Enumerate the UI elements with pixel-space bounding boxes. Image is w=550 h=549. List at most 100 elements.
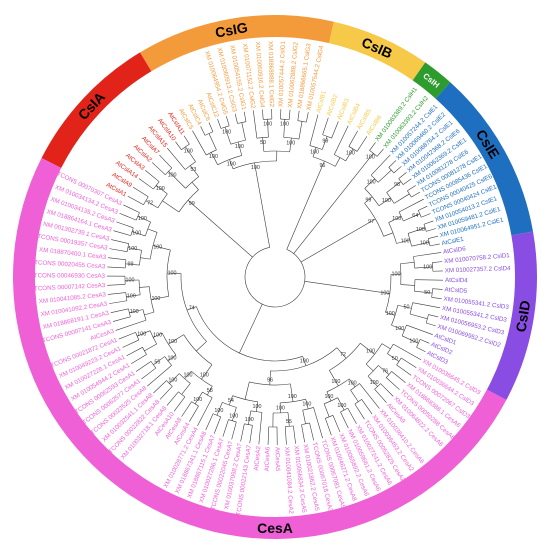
leaf-label: TCONS 00020455 CesA3 bbox=[34, 259, 106, 270]
branch bbox=[168, 171, 186, 189]
branch bbox=[147, 228, 158, 233]
branch bbox=[196, 306, 303, 362]
leaf-label: AtCslD6 bbox=[443, 245, 467, 255]
bootstrap-value: 100 bbox=[348, 380, 357, 386]
branch bbox=[167, 147, 186, 170]
branch bbox=[391, 371, 406, 383]
branch bbox=[305, 399, 309, 409]
bootstrap-value: 54 bbox=[228, 398, 234, 404]
branch bbox=[356, 136, 368, 152]
branch bbox=[185, 146, 196, 162]
branch bbox=[222, 419, 229, 437]
bootstrap-value: 100 bbox=[128, 246, 137, 252]
branch bbox=[254, 162, 270, 248]
branch bbox=[122, 339, 139, 348]
branch bbox=[401, 324, 407, 336]
bootstrap-value: 100 bbox=[138, 216, 147, 222]
branch bbox=[267, 426, 270, 445]
bootstrap-value: 100 bbox=[184, 148, 193, 154]
bootstrap-value: 100 bbox=[168, 271, 177, 277]
branch bbox=[313, 407, 323, 439]
branch bbox=[222, 402, 237, 408]
branch bbox=[118, 332, 136, 340]
leaf-label: AtCesA2 bbox=[253, 445, 262, 471]
branch bbox=[298, 121, 303, 140]
branch bbox=[119, 213, 137, 221]
branch bbox=[406, 324, 433, 335]
branch bbox=[269, 370, 271, 385]
leaf-label: XM 010057444.2 CslG1 bbox=[278, 40, 287, 107]
branch bbox=[383, 232, 394, 237]
bootstrap-value: 74 bbox=[189, 306, 195, 312]
branch bbox=[201, 364, 213, 380]
bootstrap-value: 100 bbox=[423, 265, 432, 271]
branch bbox=[428, 235, 439, 239]
bootstrap-value: 99 bbox=[365, 197, 371, 203]
branch bbox=[416, 347, 426, 353]
branch bbox=[397, 304, 412, 309]
branch bbox=[123, 204, 140, 213]
branch bbox=[431, 297, 442, 299]
branch bbox=[337, 397, 345, 411]
branch bbox=[132, 186, 149, 198]
branch bbox=[393, 166, 402, 174]
branch bbox=[208, 122, 214, 132]
branch bbox=[283, 119, 286, 138]
branch bbox=[376, 148, 384, 157]
branch bbox=[137, 330, 151, 337]
branch bbox=[144, 311, 155, 316]
branch bbox=[110, 308, 129, 313]
branch bbox=[412, 302, 441, 309]
bootstrap-value: 100 bbox=[153, 244, 162, 250]
branch bbox=[140, 257, 151, 260]
branch bbox=[127, 247, 142, 251]
bootstrap-value: 100 bbox=[288, 394, 297, 400]
branch bbox=[407, 190, 412, 198]
branch bbox=[396, 357, 402, 366]
branch bbox=[345, 148, 354, 161]
bootstrap-value: 100 bbox=[227, 162, 236, 168]
bootstrap-value: 72 bbox=[340, 352, 346, 358]
leaf-label: AtCesA5 bbox=[274, 447, 281, 472]
bootstrap-value: 50 bbox=[392, 356, 398, 362]
bootstrap-value: 100 bbox=[324, 394, 333, 400]
branch bbox=[167, 354, 177, 362]
branch bbox=[378, 365, 390, 375]
leaf-label: AtCslD5 bbox=[444, 286, 468, 295]
branch bbox=[230, 139, 246, 145]
bootstrap-value: 58 bbox=[207, 388, 213, 394]
bootstrap-value: 100 bbox=[409, 339, 418, 345]
bootstrap-value: 100 bbox=[300, 358, 309, 364]
branch bbox=[175, 141, 182, 150]
bootstrap-value: 50 bbox=[404, 305, 410, 311]
bootstrap-value: 100 bbox=[168, 172, 177, 178]
branch bbox=[421, 213, 431, 218]
branch bbox=[350, 389, 359, 402]
branch bbox=[165, 167, 173, 175]
branch bbox=[369, 150, 378, 157]
branch bbox=[393, 343, 422, 361]
leaf-label: XM 010060916.2 CslG4 bbox=[254, 41, 266, 108]
branch bbox=[409, 302, 413, 315]
branch bbox=[135, 361, 152, 372]
branch bbox=[347, 408, 357, 425]
bootstrap-value: 100 bbox=[153, 333, 162, 339]
branch bbox=[309, 422, 315, 441]
branch bbox=[290, 383, 294, 402]
branch bbox=[302, 410, 306, 424]
branch bbox=[164, 356, 172, 366]
branch bbox=[293, 425, 296, 444]
branch bbox=[184, 370, 192, 379]
branch bbox=[432, 288, 443, 290]
branch bbox=[398, 211, 404, 222]
branch bbox=[256, 401, 259, 412]
branch bbox=[354, 403, 365, 420]
bootstrap-value: 99 bbox=[128, 262, 134, 268]
band-csih bbox=[412, 62, 451, 99]
branch bbox=[159, 386, 173, 400]
leaf-label: XM 018868888.1 CslG2 bbox=[267, 41, 275, 108]
branch bbox=[168, 334, 184, 345]
branch bbox=[126, 347, 143, 357]
branch bbox=[370, 154, 391, 176]
